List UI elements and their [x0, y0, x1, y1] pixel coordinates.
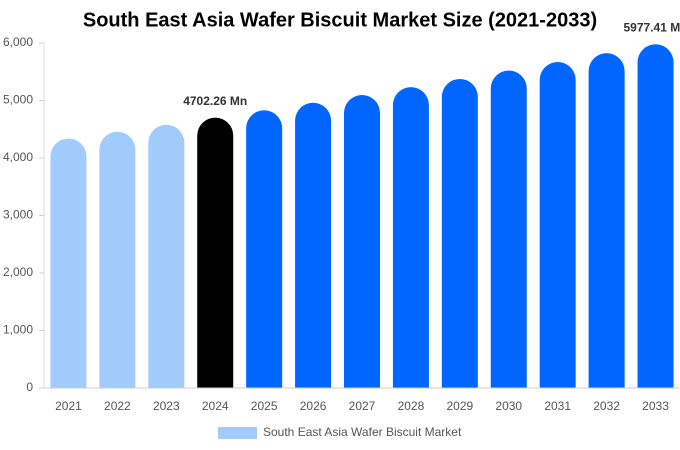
bar [392, 87, 429, 388]
bar [490, 70, 527, 388]
x-tick-label: 2024 [202, 399, 229, 413]
chart-title: South East Asia Wafer Biscuit Market Siz… [83, 9, 597, 31]
x-tick-label: 2023 [153, 399, 180, 413]
bar [295, 102, 332, 389]
x-tick-label: 2029 [446, 399, 473, 413]
y-tick-label: 2,000 [3, 265, 33, 279]
bar [197, 117, 234, 388]
data-label: 4702.26 Mn [183, 94, 247, 108]
x-tick-label: 2022 [104, 399, 131, 413]
x-tick-label: 2033 [642, 399, 669, 413]
bar [50, 138, 87, 388]
x-tick-label: 2031 [544, 399, 571, 413]
y-tick-label: 4,000 [3, 150, 33, 164]
y-tick-label: 1,000 [3, 323, 33, 337]
y-tick-label: 3,000 [3, 208, 33, 222]
bar [637, 44, 674, 389]
bar [441, 78, 478, 388]
bar [246, 110, 283, 388]
x-tick-label: 2027 [349, 399, 376, 413]
bar [539, 61, 576, 388]
y-tick-label: 0 [26, 380, 33, 394]
x-tick-label: 2026 [300, 399, 327, 413]
bar [148, 124, 185, 388]
bar [588, 53, 625, 389]
data-label: 5977.41 Mn [624, 20, 680, 34]
y-tick-label: 5,000 [3, 93, 33, 107]
bar [99, 131, 136, 388]
legend-swatch [218, 427, 257, 439]
x-tick-label: 2032 [593, 399, 620, 413]
y-tick-label: 6,000 [3, 35, 33, 49]
x-tick-label: 2025 [251, 399, 278, 413]
x-tick-label: 2030 [495, 399, 522, 413]
x-tick-label: 2021 [55, 399, 82, 413]
bar [344, 95, 380, 388]
x-tick-label: 2028 [398, 399, 425, 413]
legend-label: South East Asia Wafer Biscuit Market [263, 425, 462, 439]
